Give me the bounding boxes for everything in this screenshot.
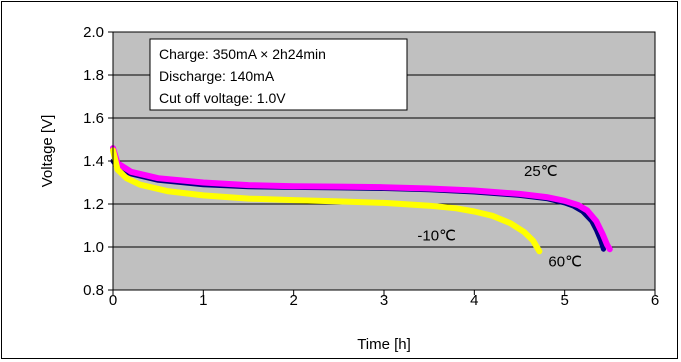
series-line (110, 147, 543, 255)
x-axis-label: Time [h] (357, 336, 411, 353)
series-labels: 25℃ -10℃ 60℃ (417, 163, 582, 270)
note-line: Discharge: 140mA (159, 68, 275, 84)
x-tick-label: 1 (199, 292, 207, 309)
note-box-border (149, 38, 408, 111)
x-tick-label: 3 (380, 292, 388, 309)
x-tick-label: 2 (289, 292, 297, 309)
series-label: 60℃ (548, 253, 582, 270)
x-tick-label: 6 (651, 292, 659, 309)
y-tick-label: 1.8 (83, 67, 104, 84)
condition-note-box: Charge: 350mA × 2h24min Discharge: 140mA C… (149, 38, 408, 111)
y-tick-label: 2.0 (83, 24, 104, 41)
x-tick-label: 0 (109, 292, 117, 309)
y-tick-label: 1.0 (83, 239, 104, 256)
series-label: -10℃ (417, 228, 456, 245)
note-line: Cut off voltage: 1.0V (159, 90, 286, 106)
y-axis-label: Voltage [V] (39, 115, 56, 188)
y-tick-label: 1.6 (83, 110, 104, 127)
y-tick-label: 1.2 (83, 196, 104, 213)
y-tick-label: 1.4 (83, 153, 104, 170)
series-line (110, 145, 613, 253)
x-tick-label: 5 (560, 292, 568, 309)
series-group (110, 145, 613, 255)
series-label: 25℃ (524, 163, 558, 180)
axes: 0.8 1.0 1.2 1.4 1.6 1.8 2.0 0 1 2 3 4 5 6 (83, 24, 659, 309)
y-tick-label: 0.8 (83, 282, 104, 299)
note-line: Charge: 350mA × 2h24min (159, 46, 326, 62)
x-tick-label: 4 (470, 292, 478, 309)
